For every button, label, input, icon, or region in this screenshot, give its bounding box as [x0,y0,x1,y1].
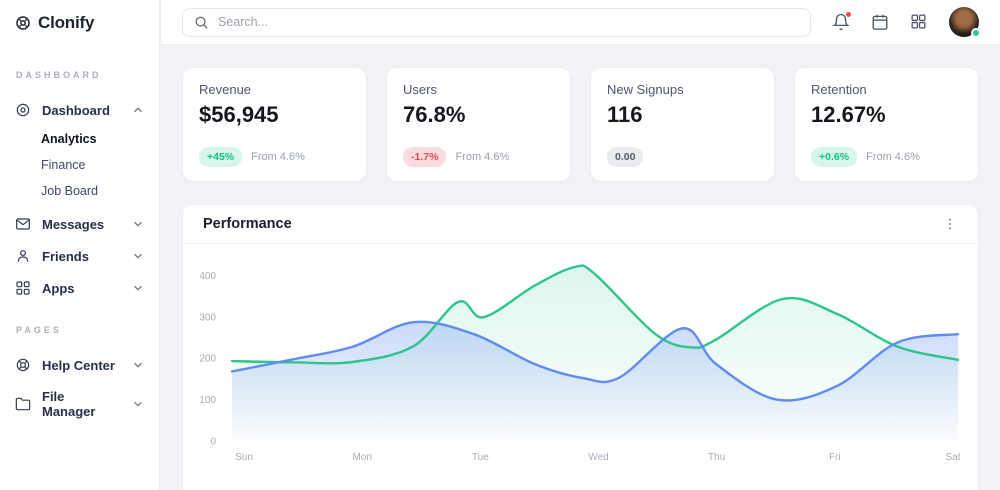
calendar-button[interactable] [871,13,889,31]
sidebar: Clonify DASHBOARD Dashboard Analytics Fi… [0,0,160,490]
topbar [161,0,1000,45]
svg-text:Tue: Tue [472,452,489,463]
stat-card-users: Users 76.8% -1.7% From 4.6% [387,68,570,181]
brand-name: Clonify [38,13,95,32]
svg-text:Sun: Sun [235,452,253,463]
stat-badge: +0.6% [811,147,858,167]
sidebar-item-friends[interactable]: Friends [0,240,159,272]
sidebar-item-messages[interactable]: Messages [0,208,159,240]
sidebar-item-dashboard[interactable]: Dashboard [0,94,159,126]
search-box[interactable] [182,7,811,37]
avatar[interactable] [949,7,981,38]
online-status-dot [971,28,981,38]
stat-title: Retention [811,82,867,97]
topbar-actions [832,7,981,38]
stat-title: New Signups [607,82,684,97]
folder-icon [15,397,31,411]
notification-dot [845,11,852,18]
performance-menu-button[interactable] [942,216,958,232]
notifications-button[interactable] [832,11,852,31]
search-icon [195,16,208,29]
clonify-logo-icon [16,16,30,30]
chevron-down-icon [134,285,142,291]
svg-text:Wed: Wed [588,452,608,463]
stat-card-revenue: Revenue $56,945 +45% From 4.6% [183,68,366,181]
sidebar-section-dashboard: DASHBOARD [16,70,102,80]
kebab-menu-icon [948,218,952,230]
stat-value: 116 [607,102,643,127]
sidebar-item-label: File Manager [42,389,96,419]
dashboard-icon [16,103,30,117]
sidebar-item-label: Apps [42,280,75,296]
sidebar-item-apps[interactable]: Apps [0,272,159,304]
performance-title: Performance [203,216,292,232]
stat-value: 12.67% [811,102,886,127]
mail-icon [16,218,30,230]
stat-value: $56,945 [199,102,279,127]
chevron-down-icon [134,362,142,368]
svg-text:300: 300 [199,312,216,323]
svg-text:100: 100 [199,395,216,406]
sidebar-subitem-analytics[interactable]: Analytics [41,132,97,146]
calendar-icon [872,14,888,30]
stat-badge: +45% [199,147,243,167]
svg-text:Thu: Thu [708,452,725,463]
sidebar-item-label: Dashboard [42,102,110,118]
lifebuoy-icon [16,358,30,372]
stat-note: From 4.6% [455,151,510,163]
performance-area-chart: 400 300 200 100 0 Sun Mon Tue Wed Thu Fri Sat [199,264,961,463]
svg-text:200: 200 [199,354,216,365]
stat-card-new-signups: New Signups 116 0.00 [591,68,774,181]
apps-launcher-button[interactable] [910,13,928,31]
svg-text:400: 400 [199,271,216,282]
stat-cards: Revenue $56,945 +45% From 4.6% Users 76.… [183,68,978,181]
sidebar-item-file-manager[interactable]: File Manager [0,381,159,427]
stat-value: 76.8% [403,102,466,127]
chevron-down-icon [134,221,142,227]
sidebar-item-label: Help Center [42,357,115,373]
sidebar-item-help-center[interactable]: Help Center [0,349,159,381]
sidebar-subitem-job-board[interactable]: Job Board [41,184,98,198]
sidebar-section-pages: PAGES [16,325,62,335]
stat-badge: -1.7% [403,147,447,167]
chevron-down-icon [134,253,142,259]
svg-text:Sat: Sat [945,452,960,463]
chevron-down-icon [134,401,143,407]
sidebar-subitem-finance[interactable]: Finance [41,158,86,172]
sidebar-item-label: Messages [42,216,105,232]
stat-note: From 4.6% [251,151,305,163]
stat-title: Revenue [199,82,252,97]
bell-icon [832,13,850,31]
svg-text:0: 0 [210,437,216,448]
brand-logo[interactable]: Clonify [0,0,159,33]
grid-icon [911,14,926,29]
apps-grid-icon [16,281,30,295]
stat-card-retention: Retention 12.67% +0.6% From 4.6% [795,68,978,181]
sidebar-item-label: Friends [42,248,89,264]
svg-text:Fri: Fri [829,452,841,463]
chevron-up-icon [134,107,142,113]
svg-text:Mon: Mon [352,452,371,463]
dashboard-submenu: Analytics Finance Job Board [0,126,159,208]
stat-title: Users [403,82,437,97]
performance-card: Performance 400 300 200 100 0 Sun Mon Tue Wed Thu… [183,205,978,490]
user-icon [17,250,29,262]
stat-note: From 4.6% [866,151,920,163]
stat-badge: 0.00 [607,147,644,167]
search-input[interactable] [218,15,799,29]
